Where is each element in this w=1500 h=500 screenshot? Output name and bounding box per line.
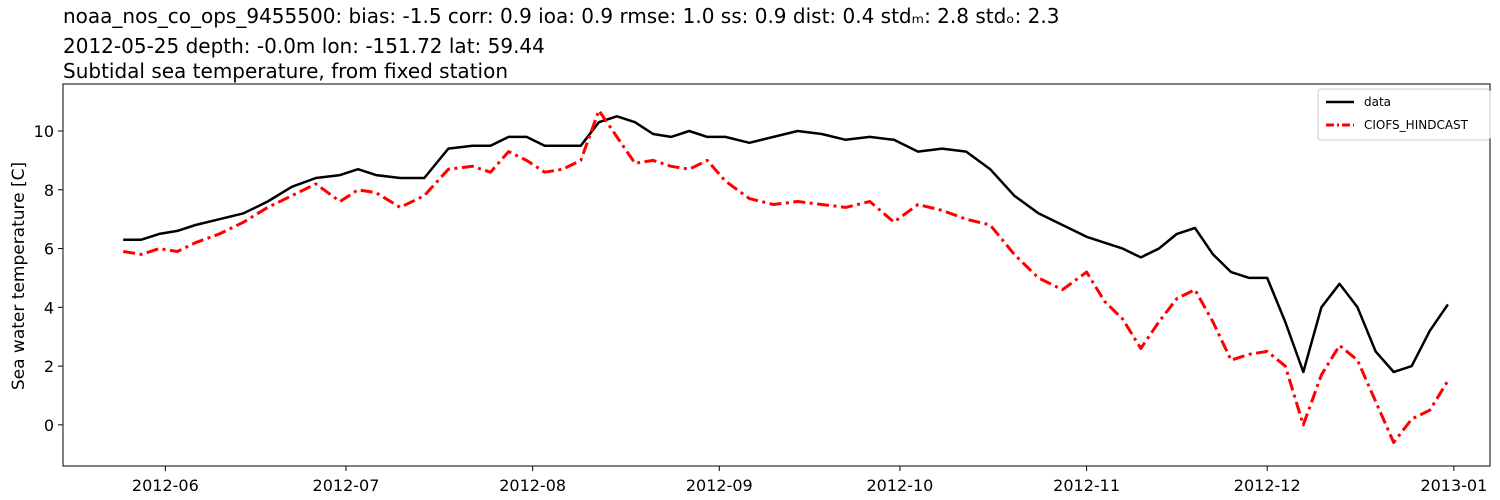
- y-axis-label: Sea water temperature [C]: [9, 162, 29, 390]
- y-tick-label: 10: [34, 122, 54, 141]
- x-tick-label: 2012-06: [132, 476, 199, 495]
- x-tick-label: 2012-09: [686, 476, 753, 495]
- y-tick-label: 6: [44, 240, 54, 259]
- y-tick-label: 4: [44, 298, 54, 317]
- x-tick-label: 2013-01: [1420, 476, 1487, 495]
- x-tick-label: 2012-07: [313, 476, 380, 495]
- y-tick-label: 8: [44, 181, 54, 200]
- y-tick-label: 2: [44, 357, 54, 376]
- series-line-data: [123, 115, 1449, 374]
- legend-frame: [1317, 88, 1491, 141]
- series-line-ciofs-hindcast: [122, 108, 1450, 444]
- plot-frame: [62, 83, 1491, 467]
- y-tick-label: 0: [44, 416, 54, 435]
- axes: 2012-06 2012-07 2012-08 2012-09 2012-10 2012-…: [34, 83, 1491, 495]
- legend: data CIOFS_HINDCAST: [1317, 88, 1491, 141]
- chart-title-description: Subtidal sea temperature, from fixed sta…: [63, 59, 508, 83]
- x-tick-label: 2012-12: [1234, 476, 1301, 495]
- x-tick-label: 2012-08: [499, 476, 566, 495]
- x-tick-label: 2012-10: [867, 476, 934, 495]
- legend-label-data: data: [1364, 95, 1391, 109]
- x-tick-label: 2012-11: [1053, 476, 1120, 495]
- legend-label-ciofs-hindcast: CIOFS_HINDCAST: [1364, 118, 1469, 132]
- chart-title-stats: noaa_nos_co_ops_9455500: bias: -1.5 corr…: [63, 4, 1060, 28]
- plot-area: [122, 108, 1450, 444]
- chart-title-location: 2012-05-25 depth: -0.0m lon: -151.72 lat…: [63, 34, 545, 58]
